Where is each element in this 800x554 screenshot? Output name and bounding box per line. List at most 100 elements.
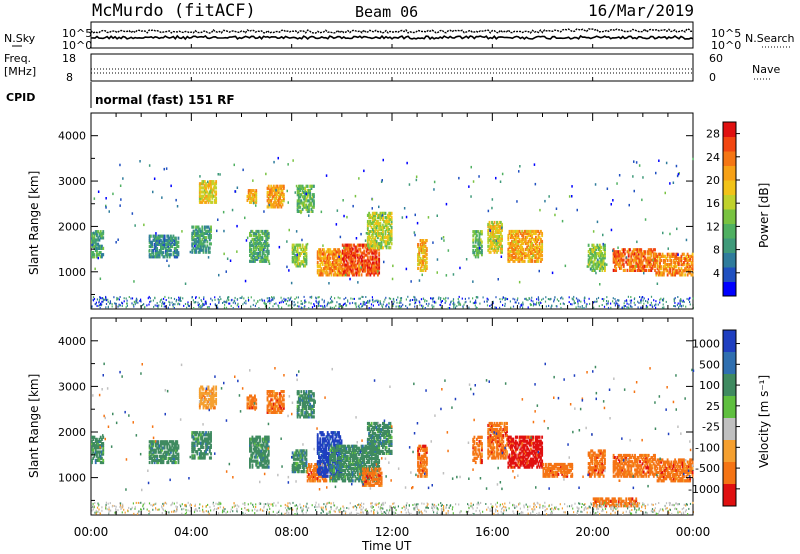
velocity-cell [254,439,256,443]
velocity-cell [311,469,314,473]
power-cell [616,250,619,254]
power-cell [271,188,274,192]
power-cell [321,248,324,252]
nave-label: Nave [752,63,780,76]
power-cell [419,258,422,263]
power-cell [355,267,358,271]
velocity-cell [255,451,258,455]
power-cell [377,223,379,228]
power-cell [254,249,256,253]
power-cell [494,248,497,252]
power-ground-cell [559,302,562,305]
velocity-cell [315,463,318,467]
power-cell [350,253,353,257]
velocity-cell [313,479,315,483]
power-cell [295,258,298,262]
power-cell [291,251,294,256]
power-ground-cell [234,302,236,305]
power-cell [340,267,343,271]
power-cell [371,232,374,236]
power-ground-cell [405,298,407,301]
power-ground-cell [335,304,337,307]
power-cell [276,190,279,194]
power-cell [341,273,344,277]
velocity-cell [319,431,322,435]
power-ground-cell [440,306,442,309]
power-cell [305,247,308,251]
power-cell [635,258,638,262]
velocity-cell [148,446,151,450]
power-cell [323,258,325,262]
power-cell [675,258,678,263]
power-cell [371,263,374,267]
power-cell [369,255,372,259]
velocity-cell [251,435,254,439]
power-cell [512,243,515,247]
power-cell [158,242,161,246]
power-ground-cell [469,300,471,303]
power-cell [511,253,513,257]
power-cell [336,267,339,271]
power-cell [418,254,421,259]
velocity-cell [203,439,206,443]
power-scatter-cell [597,258,599,261]
power-cell [212,186,215,190]
power-cell [304,245,307,249]
power-cell [256,239,259,244]
power-scatter-cell [108,210,110,213]
power-ground-cell [377,301,379,304]
power-cell [259,259,261,263]
power-cell [686,273,689,277]
power-scatter-cell [677,172,680,176]
power-cell [639,264,641,268]
power-cell [513,243,516,247]
power-cell [652,264,655,268]
velocity-cell [173,460,176,465]
power-cell [641,260,644,264]
power-cell [531,249,534,253]
power-ground-cell [179,299,181,302]
power-scatter-cell [447,249,450,252]
power-cell [323,269,325,273]
power-scatter-cell [288,269,290,272]
power-cell [642,266,645,270]
velocity-cell [294,468,297,472]
velocity-cell [203,452,206,456]
power-cell [493,238,496,242]
power-cell [338,256,340,260]
velocity-cell [256,443,259,447]
power-ground-cell [261,298,263,301]
velocity-cell [196,437,199,441]
power-ground-cell [427,304,429,307]
power-cell [161,244,164,249]
power-ground-cell [519,306,521,309]
power-cell [390,230,393,234]
power-cell [637,254,640,258]
velocity-cell [252,439,255,443]
power-cell [374,238,377,242]
power-cell [672,258,675,263]
velocity-cell [257,449,260,453]
power-scatter-cell [538,269,540,273]
power-cell [304,203,307,207]
power-ground-cell [640,306,642,309]
velocity-cell [161,454,164,458]
velocity-cell [321,431,324,435]
velocity-cell [323,460,325,464]
power-ground-cell [361,295,363,298]
velocity-cell [326,468,329,472]
power-cell [537,245,540,249]
velocity-cell [328,458,330,462]
velocity-cell [316,473,319,477]
power-cell [526,241,529,246]
power-cell [649,258,651,262]
power-cell [600,264,603,268]
power-cell [517,243,520,247]
power-cell [688,254,690,258]
power-cell [496,246,498,250]
power-cell [325,265,328,269]
power-cell [617,252,620,256]
velocity-cell [320,449,323,453]
power-cell [655,261,658,265]
velocity-cell [151,440,154,444]
